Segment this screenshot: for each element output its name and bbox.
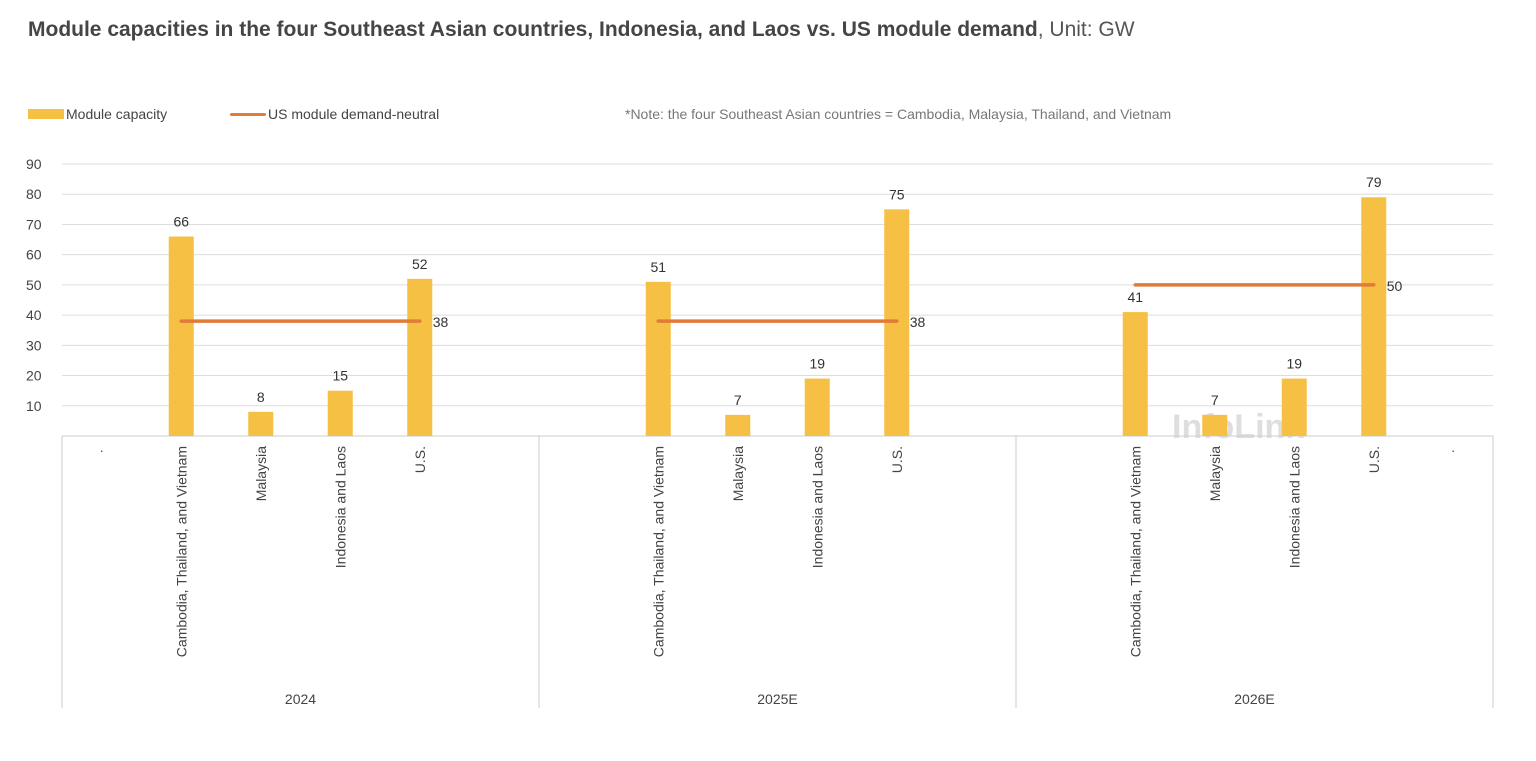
y-tick-label: 20 (26, 368, 42, 384)
x-category-label: Malaysia (730, 446, 746, 501)
x-category-label: Malaysia (253, 446, 269, 501)
chart-title-main: Module capacities in the four Southeast … (28, 18, 1038, 41)
chart-note: *Note: the four Southeast Asian countrie… (625, 106, 1172, 122)
x-tick-placeholder: . (1451, 439, 1455, 455)
y-tick-label: 10 (26, 398, 42, 414)
x-category-label: U.S. (889, 446, 905, 473)
x-category-label: Indonesia and Laos (809, 446, 825, 568)
bar-value-label: 15 (332, 368, 348, 384)
group-year-label: 2024 (285, 691, 316, 707)
bar-value-label: 8 (257, 389, 265, 405)
us-demand-label: 50 (1387, 278, 1403, 294)
legend-item-module-capacity: Module capacity (28, 106, 167, 122)
x-category-label: U.S. (1366, 446, 1382, 473)
bar-module-capacity (327, 390, 353, 436)
y-tick-label: 40 (26, 307, 42, 323)
us-demand-label: 38 (433, 314, 449, 330)
bar-value-label: 7 (1211, 392, 1219, 408)
bar-module-capacity (804, 378, 830, 436)
y-tick-label: 50 (26, 277, 42, 293)
bar-value-label: 66 (173, 214, 189, 230)
x-category-label: Indonesia and Laos (1286, 446, 1302, 568)
bar-value-label: 41 (1127, 289, 1143, 305)
legend-label-us-demand: US module demand-neutral (268, 106, 440, 122)
y-tick-label: 70 (26, 216, 42, 232)
legend-label-module-capacity: Module capacity (66, 106, 168, 122)
chart-title-unit: , Unit: GW (1037, 18, 1135, 41)
bar-module-capacity (1281, 378, 1307, 436)
y-tick-label: 80 (26, 186, 42, 202)
bar-value-label: 52 (412, 256, 428, 272)
group-year-label: 2025E (757, 691, 797, 707)
x-category-label: U.S. (412, 446, 428, 473)
x-tick-placeholder: . (100, 439, 104, 455)
bar-value-label: 19 (1286, 356, 1302, 372)
x-category-label: Cambodia, Thailand, and Vietnam (173, 446, 189, 657)
bar-module-capacity (168, 236, 194, 436)
bar-module-capacity (248, 411, 274, 436)
legend-swatch-line (230, 112, 266, 116)
x-category-label: Malaysia (1207, 446, 1223, 501)
legend-item-us-demand: US module demand-neutral (230, 106, 439, 122)
bar-value-label: 75 (889, 186, 905, 202)
bar-module-capacity (645, 281, 671, 436)
legend-swatch-bar (28, 109, 64, 119)
y-tick-label: 90 (26, 156, 42, 172)
y-tick-label: 30 (26, 337, 42, 353)
y-tick-label: 60 (26, 247, 42, 263)
us-demand-label: 38 (910, 314, 926, 330)
bar-module-capacity (1202, 414, 1228, 436)
x-category-label: Cambodia, Thailand, and Vietnam (650, 446, 666, 657)
group-year-label: 2026E (1234, 691, 1274, 707)
bar-value-label: 7 (734, 392, 742, 408)
bar-module-capacity (1361, 197, 1387, 436)
bar-value-label: 19 (809, 356, 825, 372)
bar-module-capacity (407, 278, 433, 436)
bar-value-label: 79 (1366, 174, 1382, 190)
bar-value-label: 51 (650, 259, 666, 275)
bar-module-capacity (1122, 312, 1148, 436)
chart-title: Module capacities in the four Southeast … (28, 18, 1135, 42)
x-category-label: Indonesia and Laos (332, 446, 348, 568)
bar-module-capacity (725, 414, 751, 436)
x-category-label: Cambodia, Thailand, and Vietnam (1127, 446, 1143, 657)
